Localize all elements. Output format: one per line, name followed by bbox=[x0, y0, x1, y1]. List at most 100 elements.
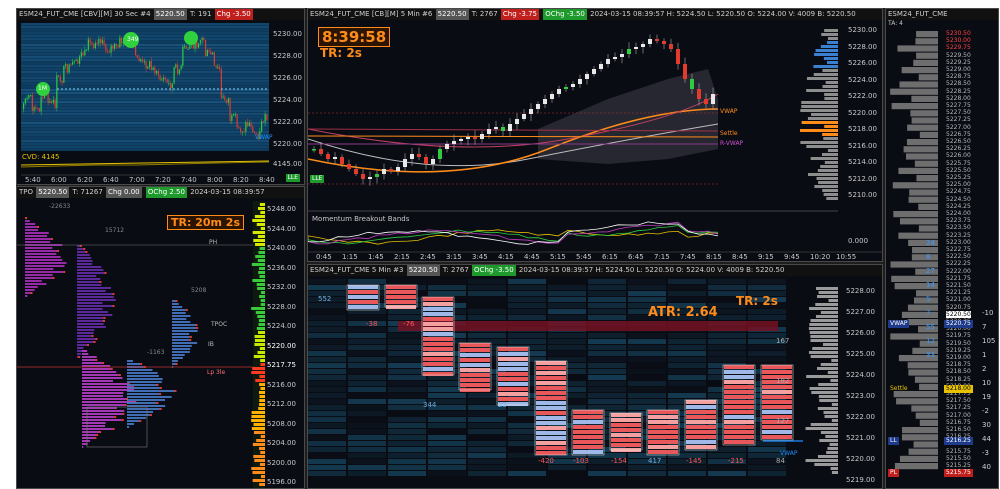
dom-price[interactable]: 5229.00 bbox=[946, 66, 971, 73]
dom-price[interactable]: 5229.25 bbox=[946, 58, 971, 66]
candle bbox=[185, 45, 187, 49]
dom-price[interactable]: 5217.50 bbox=[946, 397, 971, 405]
dom-price[interactable]: 5215.75 bbox=[946, 447, 971, 455]
candle bbox=[529, 103, 533, 121]
dom-price[interactable]: 5230.50 bbox=[946, 30, 971, 37]
dom-price[interactable]: 5217.75 bbox=[946, 390, 971, 397]
dom-price[interactable]: 5226.75 bbox=[946, 130, 971, 138]
dom-price[interactable]: 5219.50 bbox=[946, 339, 971, 347]
y-tick: 5232.00 bbox=[267, 283, 296, 291]
dom-price[interactable]: 5223.50 bbox=[946, 224, 971, 232]
heat-bar bbox=[255, 255, 265, 258]
dom-price[interactable]: 5218.75 bbox=[946, 361, 971, 369]
x-tick: 7:15 bbox=[654, 253, 670, 261]
candle bbox=[208, 48, 210, 54]
chart-30sec-panel[interactable]: ESM24_FUT_CME [CBV][M] 30 Sec #4 5220.50… bbox=[16, 8, 305, 185]
candle bbox=[592, 66, 596, 77]
dom-price[interactable]: 5223.25 bbox=[946, 231, 971, 239]
candle bbox=[620, 48, 624, 64]
heat-bar bbox=[259, 463, 265, 466]
dom-price[interactable]: 5221.00 bbox=[946, 296, 971, 304]
dom-price[interactable]: 5230.00 bbox=[946, 37, 971, 45]
dom-price[interactable]: 5223.75 bbox=[946, 217, 971, 225]
candle bbox=[536, 101, 540, 114]
dom-price[interactable]: 5218.50 bbox=[946, 368, 971, 376]
dom-price[interactable]: 5229.50 bbox=[946, 51, 971, 59]
tpo-panel[interactable]: TPO 5220.50 T: 71267 Chg 0.00 OChg 2.50 … bbox=[16, 186, 305, 489]
dom-price[interactable]: 5215.25 bbox=[946, 462, 971, 469]
dom-volume-bar bbox=[916, 175, 938, 182]
y-tick: 5244.00 bbox=[267, 224, 296, 233]
chart-5min-panel[interactable]: ESM24_FUT_CME [CB][M] 5 Min #6 5220.50 T… bbox=[307, 8, 883, 262]
dom-price[interactable]: 5222.75 bbox=[946, 246, 971, 253]
dom-price[interactable]: 5220.00 bbox=[946, 325, 971, 333]
dom-price[interactable]: 5228.00 bbox=[946, 94, 971, 102]
dom-price[interactable]: 5216.50 bbox=[946, 426, 971, 433]
dom-volume-bars bbox=[890, 31, 938, 470]
dom-price[interactable]: 5229.75 bbox=[946, 44, 971, 52]
dom-volume-bar bbox=[907, 304, 938, 311]
dom-price[interactable]: 5228.75 bbox=[946, 73, 971, 81]
dom-price[interactable]: 5224.00 bbox=[946, 210, 971, 217]
dom-bid-size: 33 bbox=[926, 351, 935, 359]
dom-price[interactable]: 5222.00 bbox=[946, 267, 971, 275]
panel-a-title: ESM24_FUT_CME [CBV][M] 30 Sec #4 bbox=[19, 10, 151, 18]
dom-price[interactable]: 5225.50 bbox=[946, 166, 971, 174]
dom-price[interactable]: 5228.25 bbox=[946, 87, 971, 95]
dom-price[interactable]: 5222.25 bbox=[946, 260, 971, 268]
y-tick: 5217.75 bbox=[267, 361, 296, 369]
candle bbox=[173, 66, 175, 85]
dom-price[interactable]: 5216.25 bbox=[946, 433, 971, 440]
corner-tag: LLE bbox=[285, 174, 300, 182]
dom-price[interactable]: 5218.25 bbox=[946, 375, 971, 383]
rvwap-level-tag: R-VWAP bbox=[720, 140, 744, 147]
dom-price[interactable]: 5215.50 bbox=[946, 454, 971, 462]
tpo-row bbox=[172, 303, 179, 305]
dom-price[interactable]: 5224.25 bbox=[946, 202, 971, 210]
dom-volume-bar bbox=[919, 340, 938, 347]
dom-price[interactable]: 5221.50 bbox=[946, 282, 971, 289]
dom-ladder-panel[interactable]: ESM24_FUT_CME TA: 4 5230.50 5230.00 5229.7… bbox=[885, 8, 999, 489]
dom-price[interactable]: 5225.00 bbox=[946, 181, 971, 189]
tpo-row bbox=[77, 314, 113, 316]
dom-price[interactable]: 5219.25 bbox=[946, 346, 971, 354]
dom-price[interactable]: 5217.00 bbox=[946, 411, 971, 419]
candle bbox=[508, 118, 512, 138]
panel-d-price-box: 5220.50 bbox=[406, 265, 440, 276]
dom-price[interactable]: 5227.50 bbox=[946, 109, 971, 117]
profile-bar bbox=[818, 395, 838, 398]
tpo-row bbox=[25, 280, 42, 282]
dom-price[interactable]: 5220.50 bbox=[946, 310, 971, 318]
dom-price[interactable]: 5227.75 bbox=[946, 102, 971, 109]
dom-ask-size: -10 bbox=[982, 309, 994, 317]
footprint-panel[interactable]: ESM24_FUT_CME 5 Min #3 5220.50 T: 2767 O… bbox=[307, 264, 883, 489]
dom-price[interactable]: 5219.75 bbox=[946, 332, 971, 340]
tpo-row bbox=[77, 329, 95, 331]
dom-price[interactable]: 5216.75 bbox=[946, 418, 971, 426]
dom-price[interactable]: 5223.00 bbox=[946, 238, 971, 246]
candle bbox=[40, 93, 42, 116]
dom-price[interactable]: 5224.75 bbox=[946, 188, 971, 196]
dom-price[interactable]: 5227.25 bbox=[946, 116, 971, 124]
dom-price[interactable]: 5222.50 bbox=[946, 253, 971, 261]
dom-price[interactable]: 5226.25 bbox=[946, 145, 971, 153]
dom-price[interactable]: 5227.00 bbox=[946, 123, 971, 131]
dom-price[interactable]: 5226.50 bbox=[946, 138, 971, 145]
dom-volume-bar bbox=[912, 347, 938, 354]
dom-price[interactable]: 5225.25 bbox=[946, 174, 971, 181]
candle bbox=[252, 124, 254, 133]
dom-price[interactable]: 5219.00 bbox=[946, 354, 971, 361]
dom-price[interactable]: 5220.75 bbox=[946, 303, 971, 311]
dom-price[interactable]: 5221.25 bbox=[946, 289, 971, 297]
dom-price[interactable]: 5226.00 bbox=[946, 152, 971, 160]
profile-bar bbox=[831, 419, 838, 422]
volume-profile-bar bbox=[826, 197, 838, 200]
dom-price[interactable]: 5228.50 bbox=[946, 80, 971, 88]
dom-price[interactable]: 5217.25 bbox=[946, 404, 971, 412]
x-tick: 5:40 bbox=[25, 176, 41, 184]
dom-price[interactable]: 5225.75 bbox=[946, 159, 971, 167]
dom-price[interactable]: 5221.75 bbox=[946, 274, 971, 282]
dom-price[interactable]: 5224.50 bbox=[946, 195, 971, 203]
tpo-row bbox=[172, 312, 186, 314]
candle bbox=[264, 111, 266, 126]
